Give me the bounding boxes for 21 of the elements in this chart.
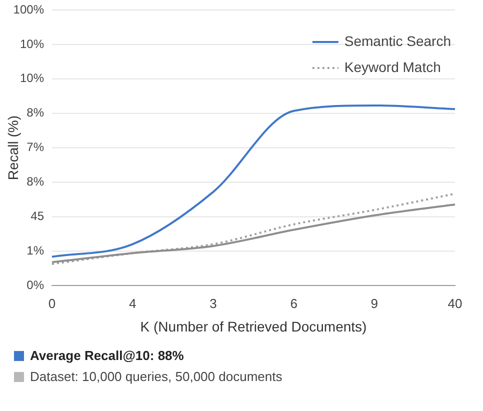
text: 1% <box>26 243 44 258</box>
text: 10% <box>20 71 44 86</box>
x-tick-label: 4 <box>128 296 136 311</box>
text: 8% <box>26 106 44 120</box>
text: 45 <box>30 209 44 224</box>
legend-label: Keyword Match <box>344 58 441 75</box>
text: 10% <box>20 36 44 51</box>
x-tick-label: 6 <box>290 296 298 311</box>
y-axis-title: Recall (%) <box>4 116 21 180</box>
text: 0% <box>26 278 44 292</box>
x-tick-label: 40 <box>448 296 462 311</box>
text: Dataset: 10,000 queries, 50,000 documents <box>30 369 282 384</box>
text: 100% <box>13 2 44 16</box>
x-tick-label: 9 <box>370 296 378 311</box>
legend-label: Semantic Search <box>344 32 452 49</box>
text: 7% <box>26 140 44 154</box>
x-axis-title: K (Number of Retrieved Documents) <box>140 318 367 334</box>
x-tick-label: 0 <box>48 296 56 311</box>
x-tick-label: 3 <box>210 296 217 311</box>
text: Average Recall@10: 88% <box>30 348 184 363</box>
text: 8% <box>26 174 44 189</box>
